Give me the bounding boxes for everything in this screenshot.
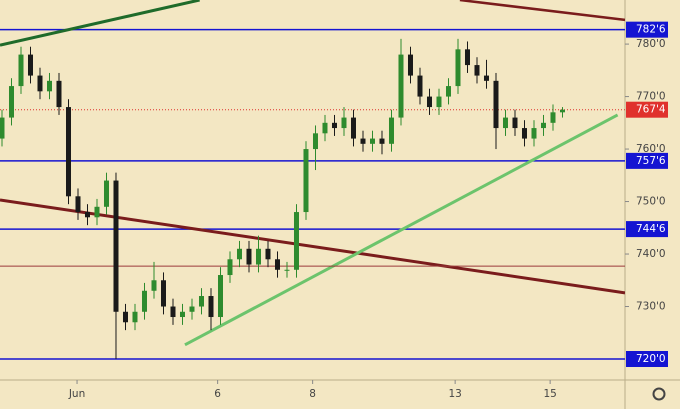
candle-body: [407, 54, 413, 76]
x-tick-label: 13: [448, 388, 461, 400]
candle-body: [322, 122, 328, 134]
gear[interactable]: [652, 387, 666, 401]
candle-body: [179, 311, 185, 318]
y-tick-label: 780'0: [636, 38, 666, 50]
candle-body: [198, 296, 204, 307]
candle-body: [103, 180, 109, 207]
candle-body: [417, 75, 423, 97]
candle-body: [493, 80, 499, 129]
x-tick-label: 8: [309, 388, 316, 400]
candle-body: [151, 280, 157, 291]
candle-body: [559, 109, 565, 113]
candle-body: [227, 259, 233, 276]
level-label-box: [626, 152, 668, 169]
candle-body: [398, 54, 404, 118]
candle-body: [483, 75, 489, 81]
candle-body: [312, 133, 318, 150]
candle-body: [75, 196, 81, 213]
candle-body: [37, 75, 43, 92]
level-label: 720'0: [636, 353, 666, 365]
candle-body: [360, 138, 366, 144]
candle-body: [208, 296, 214, 318]
candle-body: [284, 269, 290, 271]
candle-body: [426, 96, 432, 108]
settings-icon[interactable]: [652, 387, 666, 401]
candle-body: [160, 280, 166, 307]
current-label: 767'4: [636, 104, 666, 116]
y-tick-label: 750'0: [636, 196, 666, 208]
candle-body: [303, 149, 309, 213]
plot-area: [0, 0, 625, 360]
candle-body: [445, 86, 451, 97]
trend-line: [184, 113, 619, 347]
candle-body: [502, 117, 508, 129]
candle-body: [65, 107, 71, 197]
candle-body: [8, 86, 14, 118]
level-label-box: [626, 221, 668, 238]
candle-body: [141, 290, 147, 312]
y-tick-label: 760'0: [636, 143, 666, 155]
current-label-box: [626, 101, 668, 118]
level-label: 744'6: [636, 223, 666, 235]
candle-body: [540, 122, 546, 129]
candle-body: [236, 248, 242, 260]
level-label-box: [626, 21, 668, 38]
candle-body: [132, 311, 138, 323]
candle-body: [512, 117, 518, 129]
candle-body: [18, 54, 24, 87]
candle-body: [293, 212, 299, 270]
trend-line: [0, 198, 625, 295]
candle-body: [246, 248, 252, 265]
candle-body: [464, 49, 470, 66]
candle-body: [94, 206, 100, 218]
candle-body: [550, 112, 556, 123]
candle-body: [455, 49, 461, 87]
candle-body: [255, 248, 261, 265]
candle-body: [27, 54, 33, 76]
level-label: 757'6: [636, 155, 666, 167]
level-label-box: [626, 351, 668, 368]
candle-body: [388, 117, 394, 144]
candle-body: [113, 180, 119, 312]
candle-body: [217, 275, 223, 318]
y-tick-label: 730'0: [636, 301, 666, 313]
x-tick-label: 15: [543, 388, 556, 400]
candle-body: [274, 259, 280, 270]
trend-line: [0, 0, 200, 47]
candle-body: [341, 117, 347, 129]
y-tick-label: 740'0: [636, 248, 666, 260]
y-tick-label: 770'0: [636, 91, 666, 103]
level-label: 782'6: [636, 24, 666, 36]
candle-body: [170, 306, 176, 318]
x-tick-label: 6: [214, 388, 221, 400]
candle-body: [531, 128, 537, 139]
candle-body: [379, 138, 385, 144]
candle-body: [350, 117, 356, 139]
candle-body: [265, 248, 271, 260]
candle-body: [46, 80, 52, 92]
trend-line: [459, 0, 625, 22]
candle-body: [369, 138, 375, 144]
candle-body: [436, 96, 442, 108]
candle-body: [0, 117, 5, 139]
candle-body: [122, 311, 128, 323]
x-tick-label: Jun: [68, 388, 85, 400]
candle-body: [521, 128, 527, 139]
candle-body: [189, 306, 195, 312]
candle-body: [56, 80, 62, 108]
candle-body: [331, 122, 337, 129]
candle-body: [474, 65, 480, 76]
candle-body: [84, 212, 90, 218]
